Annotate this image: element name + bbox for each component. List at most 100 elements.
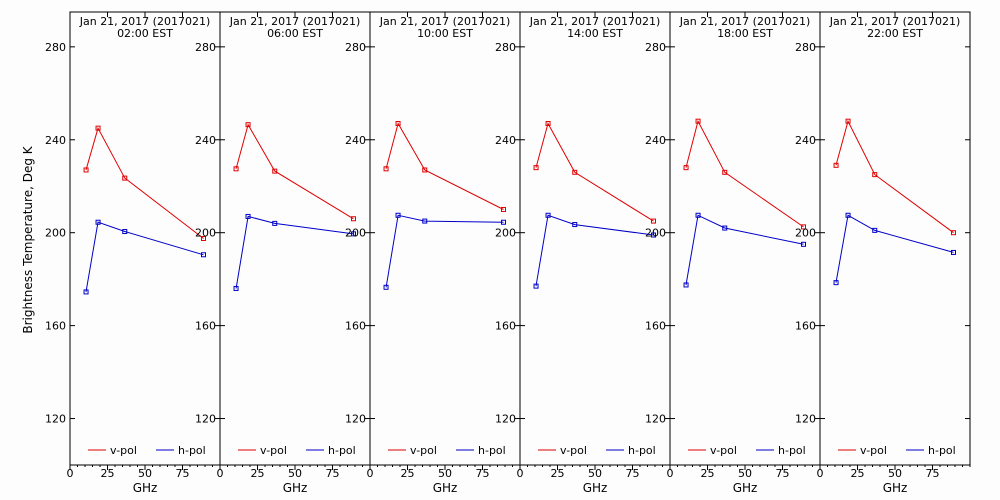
data-point-h-pol	[683, 282, 689, 288]
data-point-h-pol	[351, 231, 356, 237]
x-tick-label: 0	[817, 467, 824, 480]
panel-subtitle: 10:00 EST	[417, 27, 473, 40]
x-tick-label: 0	[217, 467, 224, 480]
y-tick-label: 120	[645, 413, 666, 426]
x-tick-label: 75	[176, 467, 190, 480]
series-line-v-pol	[535, 122, 654, 222]
panel-2: Jan 21, 2017 (2017021)06:00 EST 120 160 200…	[195, 11, 371, 495]
data-point-v-pol	[383, 166, 389, 172]
data-point-v-pol	[845, 118, 851, 124]
panel-title: Jan 21, 2017 (2017021)	[379, 15, 511, 28]
data-point-v-pol	[872, 172, 878, 178]
x-tick-label: 25	[701, 467, 715, 480]
panel-subtitle: 22:00 EST	[867, 27, 923, 40]
panel-subtitle: 14:00 EST	[567, 27, 623, 40]
series-line-v-pol	[685, 119, 804, 228]
y-tick-label: 280	[345, 41, 366, 54]
panel-3: Jan 21, 2017 (2017021)10:00 EST 120 160 200…	[345, 11, 521, 495]
data-point-v-pol	[122, 175, 128, 181]
y-tick-label: 160	[345, 320, 366, 333]
y-tick-label: 240	[795, 134, 816, 147]
data-point-h-pol	[95, 219, 101, 225]
y-tick-label: 280	[645, 41, 666, 54]
data-point-v-pol	[951, 230, 956, 236]
data-point-v-pol	[95, 125, 101, 131]
x-tick-label: 75	[776, 467, 790, 480]
y-tick-label: 160	[45, 320, 66, 333]
data-point-h-pol	[395, 212, 401, 218]
data-point-v-pol	[501, 206, 506, 212]
series-line-v-pol	[385, 122, 504, 210]
series-line-v-pol	[235, 123, 354, 220]
data-point-v-pol	[395, 121, 401, 127]
series-line-h-pol	[85, 221, 204, 292]
panel-title: Jan 21, 2017 (2017021)	[829, 15, 961, 28]
legend-label-h-pol: h-pol	[778, 444, 806, 457]
data-point-h-pol	[951, 249, 956, 255]
x-tick-label: 25	[251, 467, 265, 480]
data-point-h-pol	[651, 232, 656, 238]
panel-4: Jan 21, 2017 (2017021)14:00 EST 120 160 200…	[495, 11, 671, 495]
data-point-v-pol	[683, 165, 689, 171]
data-point-v-pol	[83, 167, 89, 173]
panel-title: Jan 21, 2017 (2017021)	[229, 15, 361, 28]
x-tick-label: 50	[138, 467, 152, 480]
y-tick-label: 120	[45, 413, 66, 426]
data-point-h-pol	[233, 285, 239, 291]
y-tick-label: 120	[345, 413, 366, 426]
y-tick-label: 240	[195, 134, 216, 147]
data-point-v-pol	[422, 167, 428, 173]
data-point-v-pol	[351, 216, 356, 222]
y-tick-label: 160	[495, 320, 516, 333]
data-point-h-pol	[801, 241, 806, 247]
x-tick-label: 0	[667, 467, 674, 480]
x-tick-label: 0	[517, 467, 524, 480]
panel-1: Jan 21, 2017 (2017021)02:00 EST 120 160 200…	[45, 11, 221, 495]
legend-label-v-pol: v-pol	[710, 444, 737, 457]
panel-title: Jan 21, 2017 (2017021)	[679, 15, 811, 28]
x-tick-label: 75	[326, 467, 340, 480]
x-tick-label: 50	[288, 467, 302, 480]
panel-frame	[519, 11, 671, 466]
data-point-h-pol	[845, 212, 851, 218]
x-tick-label: 25	[401, 467, 415, 480]
legend-label-v-pol: v-pol	[860, 444, 887, 457]
data-point-h-pol	[383, 284, 389, 290]
series-line-v-pol	[85, 126, 204, 239]
data-point-h-pol	[501, 219, 506, 225]
data-point-v-pol	[695, 118, 701, 124]
y-tick-label: 280	[195, 41, 216, 54]
data-point-h-pol	[572, 222, 578, 228]
legend-label-h-pol: h-pol	[478, 444, 506, 457]
series-line-h-pol	[835, 214, 954, 283]
y-tick-label: 120	[795, 413, 816, 426]
data-point-h-pol	[122, 229, 128, 235]
x-axis-label: GHz	[583, 481, 608, 495]
panel-frame	[219, 11, 371, 466]
series-line-v-pol	[835, 119, 954, 234]
data-point-h-pol	[545, 212, 551, 218]
panel-subtitle: 18:00 EST	[717, 27, 773, 40]
data-point-v-pol	[245, 122, 251, 128]
y-tick-label: 200	[495, 227, 516, 240]
panel-frame	[819, 11, 971, 466]
x-tick-label: 50	[438, 467, 452, 480]
panel-5: Jan 21, 2017 (2017021)18:00 EST 120 160 200…	[645, 11, 821, 495]
y-tick-label: 240	[45, 134, 66, 147]
data-point-v-pol	[201, 236, 206, 241]
x-axis-label: GHz	[283, 481, 308, 495]
data-point-h-pol	[722, 225, 728, 231]
x-tick-label: 0	[67, 467, 74, 480]
y-tick-label: 280	[495, 41, 516, 54]
x-axis-label: GHz	[433, 481, 458, 495]
data-point-v-pol	[833, 162, 839, 168]
y-tick-label: 120	[495, 413, 516, 426]
data-point-h-pol	[695, 212, 701, 218]
data-point-h-pol	[533, 283, 539, 289]
panels: Jan 21, 2017 (2017021)02:00 EST120160200…	[45, 11, 971, 495]
data-point-h-pol	[833, 280, 839, 286]
panel-frame	[369, 11, 521, 466]
legend-label-v-pol: v-pol	[560, 444, 587, 457]
series-line-h-pol	[535, 214, 654, 287]
